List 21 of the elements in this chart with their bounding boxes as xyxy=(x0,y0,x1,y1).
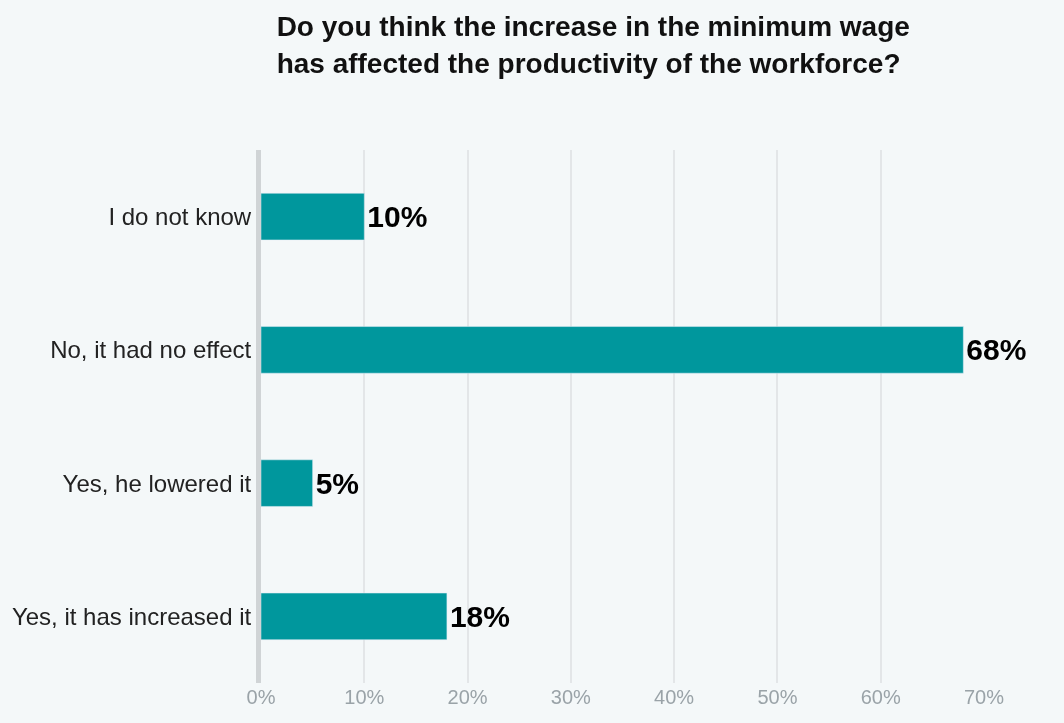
y-tick-label: Yes, it has increased it xyxy=(11,602,252,630)
data-label: 68% xyxy=(966,333,1027,367)
x-tick-label: 30% xyxy=(550,686,592,708)
x-tick-label: 60% xyxy=(860,686,901,708)
x-tick-label: 0% xyxy=(246,686,276,708)
bar xyxy=(261,459,313,507)
bar xyxy=(261,326,964,374)
data-label: 18% xyxy=(449,599,510,633)
y-tick-label: No, it had no effect xyxy=(50,336,252,364)
x-tick-label: 70% xyxy=(963,686,1005,708)
x-tick-label: 40% xyxy=(654,686,695,708)
bar xyxy=(261,592,448,640)
x-tick-label: 50% xyxy=(757,686,798,708)
y-tick-label: Yes, he lowered it xyxy=(62,469,252,497)
x-tick-label: 10% xyxy=(344,686,385,708)
data-label: 5% xyxy=(315,466,359,500)
data-label: 10% xyxy=(367,200,428,234)
chart-title: Do you think the increase in the minimum wage has affected the productivity of the workforce? xyxy=(276,11,910,79)
y-tick-label: I do not know xyxy=(108,203,252,231)
bar xyxy=(261,193,365,241)
x-tick-label: 20% xyxy=(447,686,488,708)
